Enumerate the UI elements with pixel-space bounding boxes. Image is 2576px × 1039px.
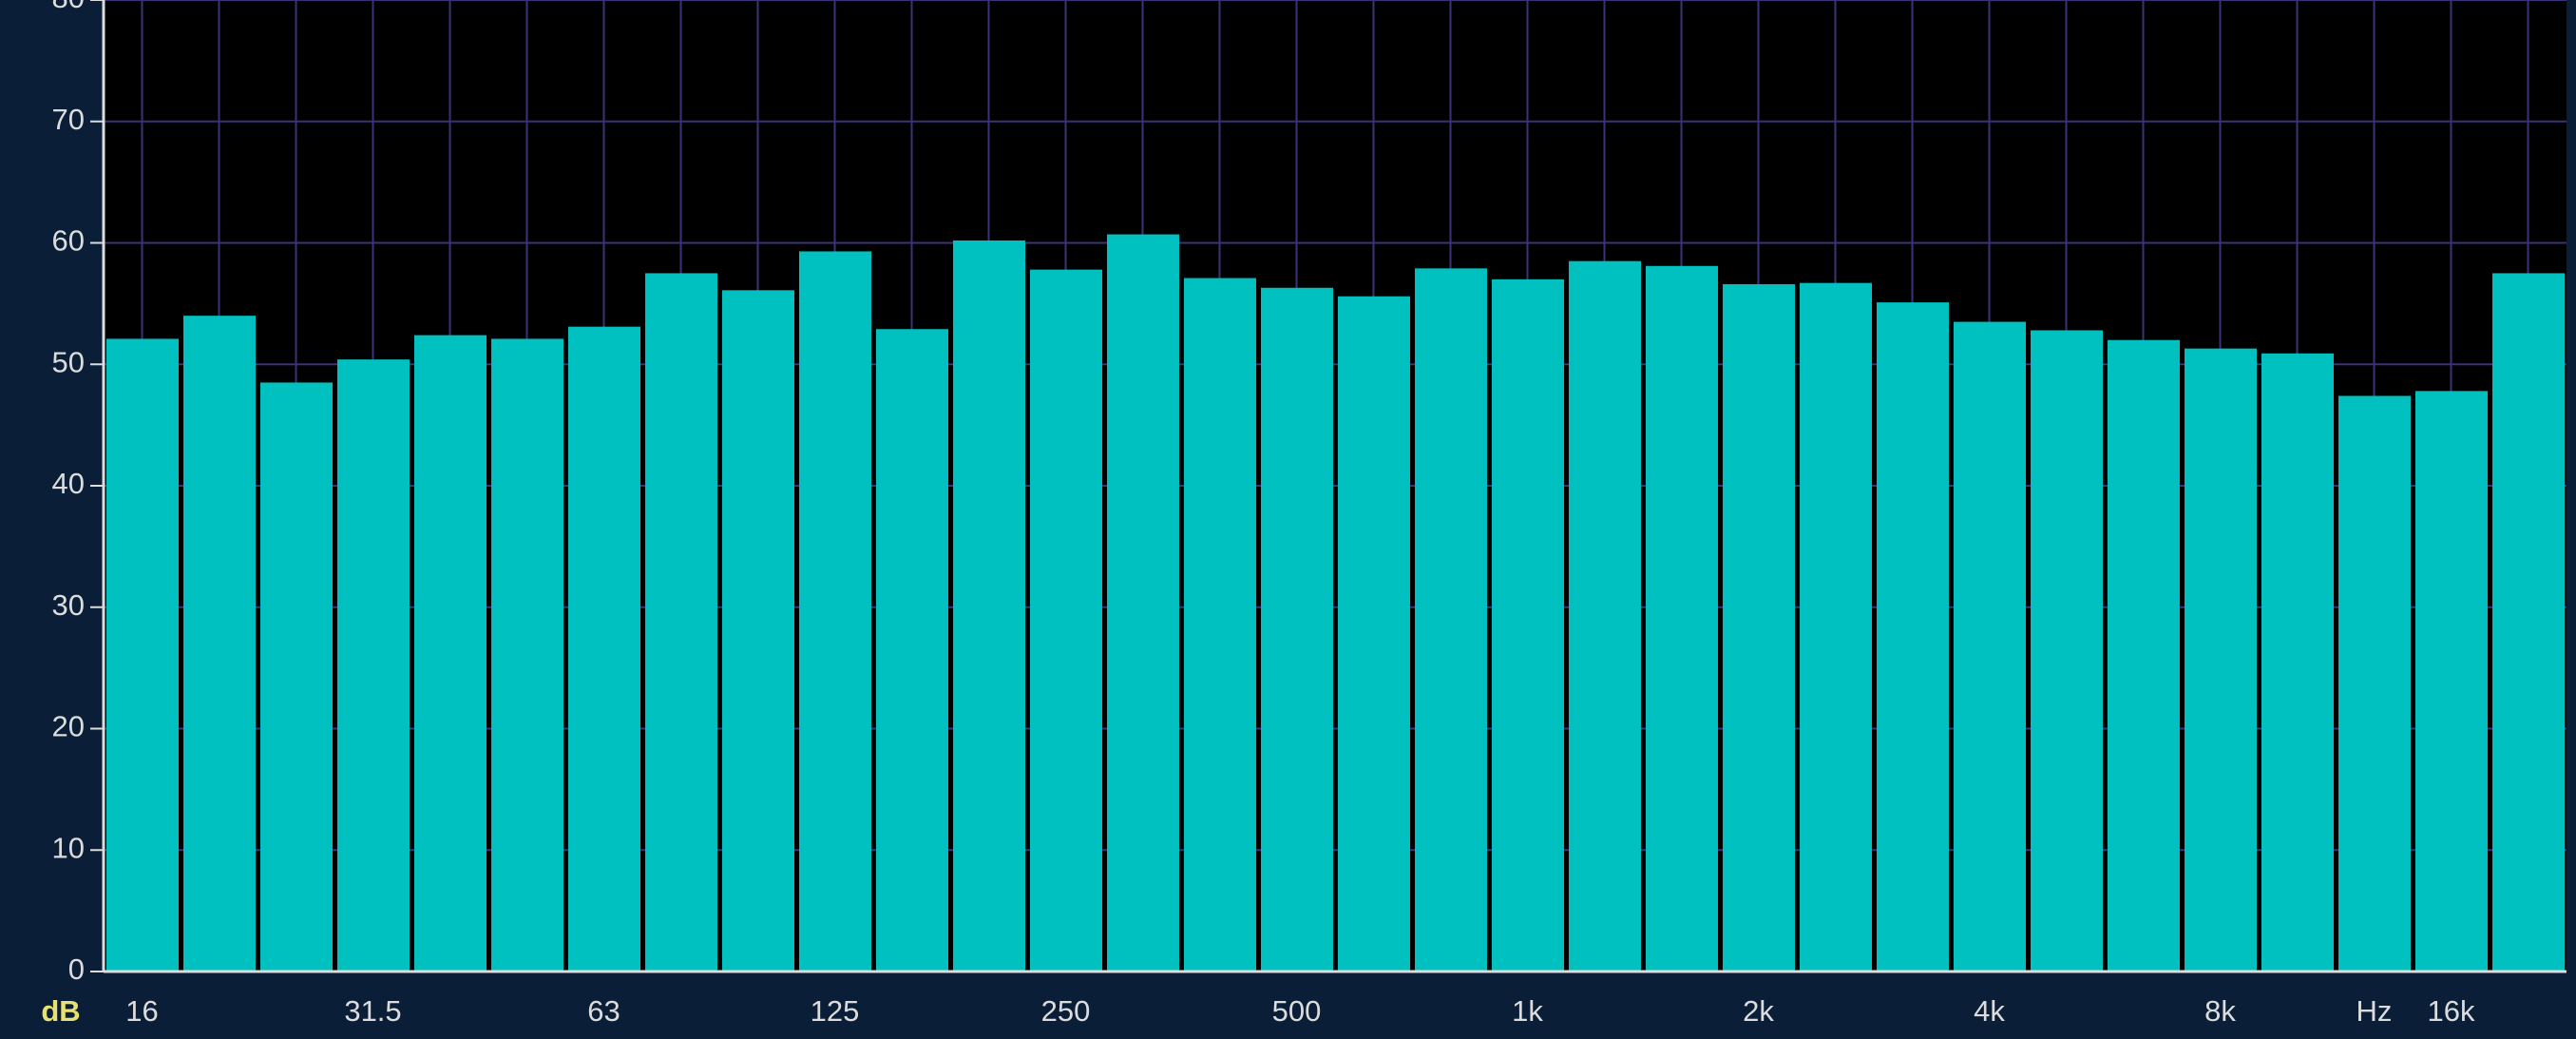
x-tick-label: 250 [1041, 994, 1091, 1028]
y-tick-label: 80 [52, 0, 85, 14]
y-tick-label: 40 [52, 467, 85, 500]
y-tick-label: 70 [52, 103, 85, 136]
x-tick-label: 1k [1512, 994, 1543, 1028]
bar [1877, 302, 1949, 972]
bar [1800, 282, 1872, 972]
bar [2031, 330, 2103, 972]
bar [1107, 234, 1179, 972]
bar [799, 251, 871, 972]
y-tick-label: 60 [52, 224, 85, 258]
bar [2492, 273, 2565, 972]
x-tick-label: 16 [125, 994, 158, 1028]
x-tick-label: 500 [1272, 994, 1322, 1028]
bar [337, 359, 410, 972]
x-tick-label: 16k [2428, 994, 2475, 1028]
bar [722, 290, 794, 972]
bar [106, 338, 179, 972]
bar [645, 273, 717, 972]
bar [260, 382, 333, 972]
bar [2261, 353, 2334, 972]
bar [1184, 278, 1256, 972]
y-tick-label: 0 [68, 952, 85, 986]
x-unit-label: Hz [2357, 994, 2393, 1028]
bar [414, 335, 487, 972]
x-tick-label: 2k [1743, 994, 1774, 1028]
y-tick-label: 30 [52, 588, 85, 622]
x-tick-label: 63 [587, 994, 620, 1028]
bar [568, 326, 640, 972]
x-tick-label: 125 [811, 994, 860, 1028]
bar [2185, 348, 2257, 972]
bar [1723, 283, 1795, 972]
bar [1492, 279, 1564, 972]
bar [1338, 296, 1410, 972]
y-tick-label: 50 [52, 345, 85, 378]
bar [1261, 287, 1333, 972]
y-tick-label: 10 [52, 831, 85, 864]
y-tick-label: 20 [52, 710, 85, 743]
y-unit-label: dB [41, 994, 80, 1028]
bar [491, 338, 563, 972]
x-tick-label: 31.5 [344, 994, 401, 1028]
bar [953, 240, 1025, 972]
bar [2338, 395, 2411, 972]
x-tick-label: 4k [1974, 994, 2005, 1028]
bar [183, 316, 256, 972]
bar [2108, 339, 2180, 972]
bar [1646, 265, 1718, 972]
x-tick-label: 8k [2204, 994, 2236, 1028]
bar [2415, 391, 2488, 972]
bar [876, 329, 948, 972]
bar [1415, 268, 1487, 972]
bar [1030, 269, 1102, 972]
bar [1569, 260, 1641, 972]
bar [1954, 321, 2026, 972]
